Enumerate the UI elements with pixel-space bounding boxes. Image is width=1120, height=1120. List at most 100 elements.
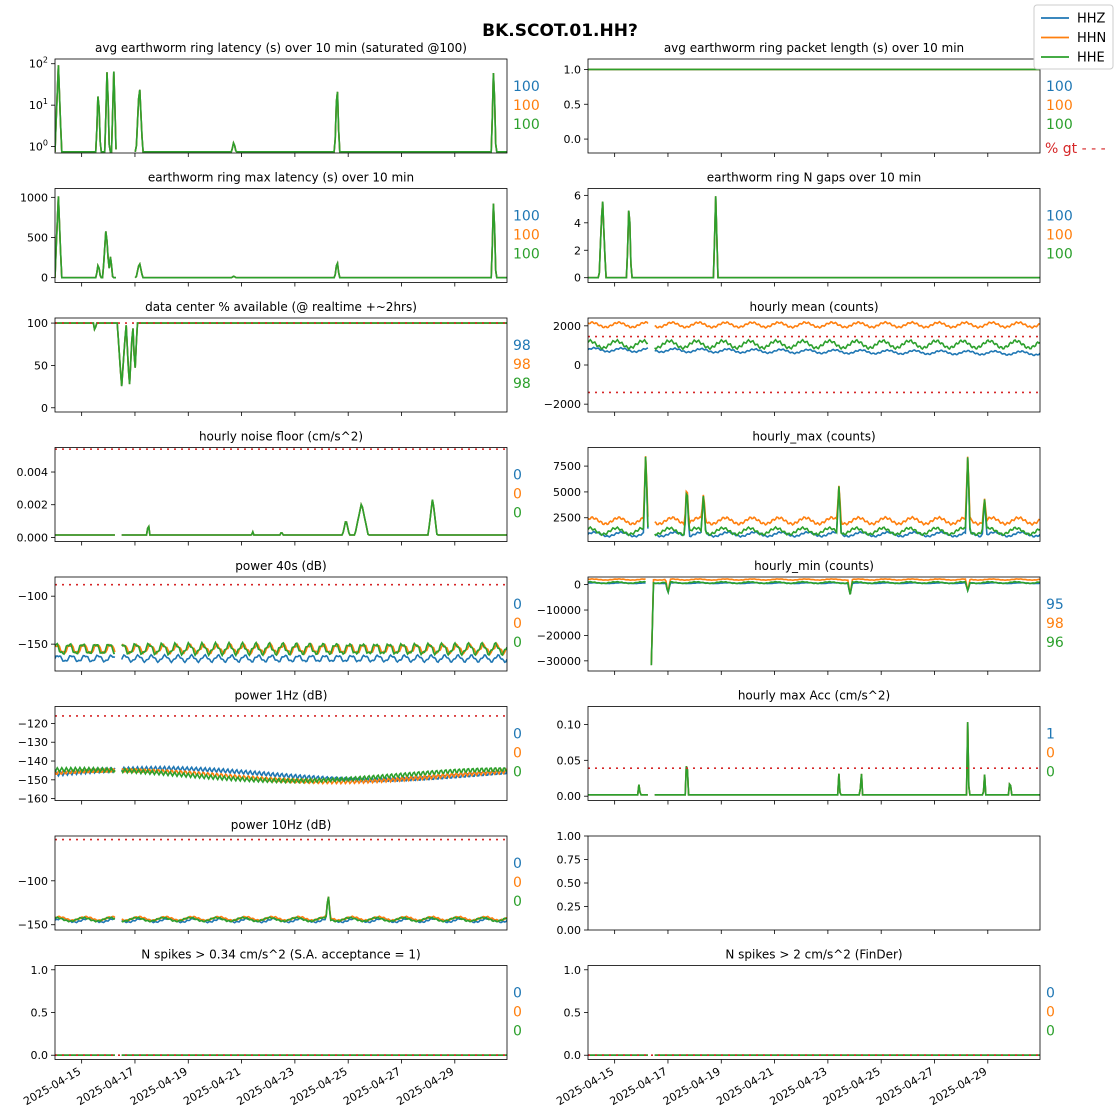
series-line-HHZ: [55, 653, 507, 664]
x-tick-label: 2025-04-21: [714, 1065, 776, 1108]
axes-frame: [54, 835, 508, 931]
plot-area: [588, 320, 1040, 394]
x-tick-label: 2025-04-21: [181, 1065, 243, 1108]
y-tick-label: −120: [18, 717, 48, 730]
availability-annotation: 0: [1046, 1024, 1055, 1040]
y-tick-label: 2: [574, 244, 581, 257]
series-line-HHE: [55, 65, 507, 153]
panel-p21: hourly mean (counts) −2000 0 2000: [544, 300, 1041, 416]
plot-area: [588, 456, 1040, 538]
series-line-HHN: [55, 896, 507, 922]
legend-label: HHN: [1077, 31, 1106, 46]
y-tick-label: 0.5: [564, 1007, 582, 1020]
y-tick-label: 1000: [20, 191, 48, 204]
y-tick-label: 0.25: [557, 901, 582, 914]
y-tick-label: 0.0: [564, 133, 582, 146]
availability-annotation: 0: [1046, 765, 1055, 781]
series-line-HHN: [588, 578, 1040, 666]
panel-title: avg earthworm ring packet length (s) ove…: [664, 41, 964, 55]
y-tick-label: 0: [41, 272, 48, 285]
series-line-HHE: [55, 765, 507, 785]
availability-annotation: 98: [513, 376, 531, 392]
series-line-HHZ: [55, 499, 507, 536]
axes-frame: [587, 965, 1041, 1060]
panel-p20: data center % available (@ realtime +~2h…: [27, 300, 531, 416]
series-line-HHZ: [588, 456, 1040, 538]
availability-annotation: 0: [513, 727, 522, 743]
series-line-HHE: [55, 499, 507, 536]
y-tick-label: 500: [27, 232, 48, 245]
series-line-HHN: [588, 722, 1040, 796]
panel-title: hourly max Acc (cm/s^2): [738, 689, 890, 703]
plot-area: [55, 838, 507, 924]
availability-annotation: 98: [513, 357, 531, 373]
axes-frame: [587, 706, 1041, 801]
panel-title: hourly mean (counts): [749, 300, 878, 314]
x-tick-label: 2025-04-25: [821, 1065, 883, 1108]
y-tick-label: −150: [18, 638, 48, 651]
y-tick-label: 0.5: [31, 1007, 49, 1020]
axes-frame: [54, 58, 508, 154]
axes-frame: [587, 58, 1041, 154]
panel-title: data center % available (@ realtime +~2h…: [145, 300, 417, 314]
legend-label: HHE: [1077, 51, 1105, 66]
availability-annotation: 0: [513, 487, 522, 503]
plot-area: [55, 322, 507, 387]
y-tick-label: 101: [29, 97, 48, 112]
y-tick-label: −10000: [537, 604, 581, 617]
series-line-HHZ: [588, 196, 1040, 279]
panel-title: earthworm ring N gaps over 10 min: [707, 171, 921, 185]
legend-box: [1033, 4, 1114, 70]
x-tick-label: 2025-04-23: [768, 1065, 830, 1108]
y-tick-label: 1.0: [564, 63, 582, 76]
y-tick-label: 4: [574, 217, 581, 230]
y-tick-label: 6: [574, 189, 581, 202]
axes-frame: [587, 447, 1041, 542]
series-line-HHN: [55, 499, 507, 536]
series-line-HHN: [55, 65, 507, 153]
series-line-HHZ: [55, 65, 507, 153]
panel-title: hourly_max (counts): [752, 430, 875, 444]
y-tick-label: 0.75: [557, 854, 582, 867]
axes-frame: [54, 317, 508, 413]
plot-area: [55, 65, 507, 153]
y-tick-label: 0.5: [564, 98, 582, 111]
y-tick-label: 0: [574, 272, 581, 285]
availability-annotation: 100: [1046, 117, 1073, 133]
y-tick-label: 5000: [553, 486, 581, 499]
series-line-HHE: [588, 722, 1040, 796]
availability-annotation: 100: [1046, 98, 1073, 114]
series-line-HHE: [55, 196, 507, 279]
axes-frame: [587, 835, 1041, 931]
availability-annotation: 0: [513, 597, 522, 613]
availability-annotation: 0: [513, 635, 522, 651]
y-tick-label: 100: [27, 317, 48, 330]
panel-p51: hourly max Acc (cm/s^2) 0.00 0.05 0.10 1 0 0: [557, 689, 1055, 805]
panel-p61: 0.00 0.25 0.50 0.75 1.00: [557, 830, 1041, 937]
series-line-HHN: [588, 456, 1040, 528]
plot-area: [588, 578, 1040, 666]
y-tick-label: 0.05: [557, 754, 582, 767]
plot-area: [55, 196, 507, 279]
availability-annotation: 0: [513, 765, 522, 781]
series-line-HHN: [55, 196, 507, 279]
panel-p41: hourly_min (counts) −30000 −20000 −10000 0 95…: [537, 559, 1064, 675]
series-line-HHN: [588, 320, 1040, 330]
y-tick-label: 7500: [553, 460, 581, 473]
availability-annotation: 96: [1046, 635, 1064, 651]
availability-annotation: 95: [1046, 597, 1064, 613]
series-line-HHE: [55, 322, 507, 387]
availability-annotation: 0: [513, 468, 522, 484]
x-tick-label: 2025-04-15: [554, 1065, 616, 1108]
axes-frame: [54, 706, 508, 801]
panel-title: power 40s (dB): [235, 559, 326, 573]
x-tick-label: 2025-04-19: [661, 1065, 723, 1108]
availability-annotation: 100: [513, 209, 540, 225]
axes-frame: [587, 576, 1041, 672]
axes-frame: [54, 965, 508, 1060]
series-line-HHE: [55, 640, 507, 658]
x-tick-label: 2025-04-29: [394, 1065, 456, 1108]
panel-title: hourly noise floor (cm/s^2): [199, 430, 363, 444]
y-tick-label: 0.0: [31, 1049, 49, 1062]
